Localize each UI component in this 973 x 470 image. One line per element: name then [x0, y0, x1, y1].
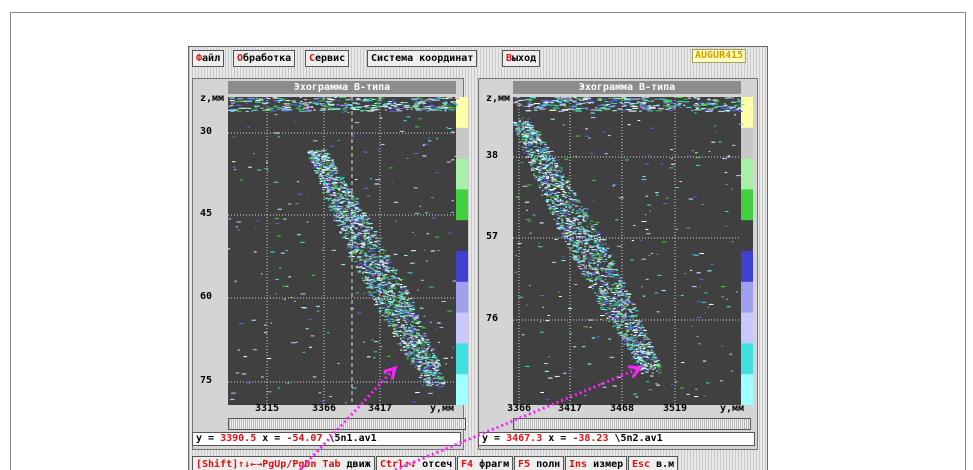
- overlay: [0, 0, 973, 470]
- arrow-head: [628, 367, 640, 378]
- arrow: [300, 368, 395, 470]
- arrow: [395, 368, 640, 470]
- screen: AUGUR415 ФайлОбработкаСервисСистема коор…: [0, 0, 973, 470]
